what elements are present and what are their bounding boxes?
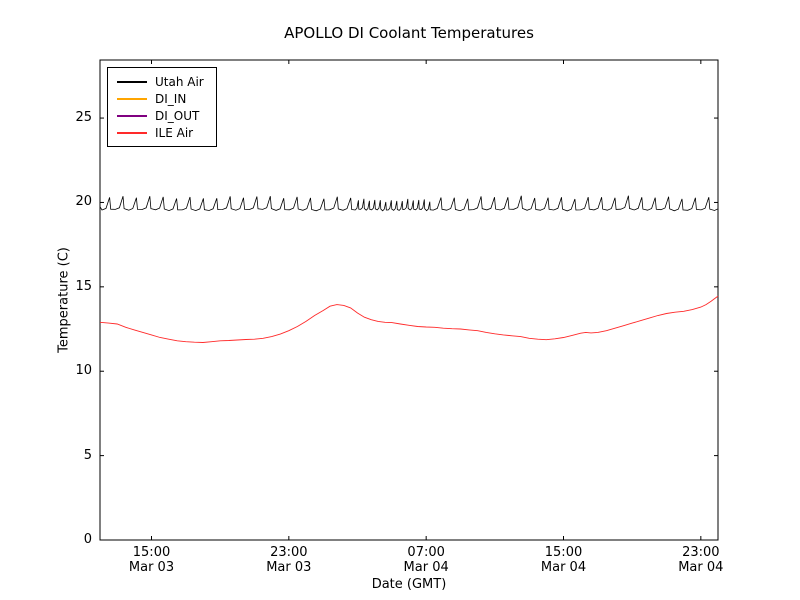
legend-row: DI_IN xyxy=(117,90,204,107)
chart-title: APOLLO DI Coolant Temperatures xyxy=(284,24,534,42)
y-tick-label: 0 xyxy=(83,532,92,547)
legend-label: DI_IN xyxy=(155,91,187,106)
axes-frame xyxy=(99,59,719,541)
series-line-ile-air xyxy=(99,295,719,343)
legend-label: Utah Air xyxy=(155,74,204,89)
x-axis-label: Date (GMT) xyxy=(371,577,447,592)
x-tick-time: 15:00 xyxy=(132,545,171,560)
x-tick-label: 15:00 Mar 03 xyxy=(102,545,202,575)
x-tick-date: Mar 04 xyxy=(403,560,449,575)
y-tick-label: 5 xyxy=(83,447,92,463)
x-tick-label: 07:00 Mar 04 xyxy=(376,545,476,575)
x-tick-date: Mar 03 xyxy=(266,560,312,575)
legend-label: DI_OUT xyxy=(155,108,200,123)
series-line-utah-air xyxy=(99,195,719,212)
y-tick-label: 15 xyxy=(75,278,92,294)
legend-line-sample xyxy=(117,131,147,134)
legend-row: Utah Air xyxy=(117,73,204,90)
x-tick-date: Mar 03 xyxy=(128,560,175,575)
legend-row: ILE Air xyxy=(117,124,204,141)
x-tick-label: 23:00 Mar 03 xyxy=(239,545,339,575)
y-tick-label: 10 xyxy=(75,363,92,379)
x-tick-date: Mar 04 xyxy=(540,560,587,575)
x-tick-time: 07:00 xyxy=(407,545,445,560)
x-tick-label: 15:00 Mar 04 xyxy=(514,545,614,575)
x-tick-date: Mar 04 xyxy=(678,560,724,575)
x-tick-label: 23:00 Mar 04 xyxy=(651,545,751,575)
x-tick-time: 23:00 xyxy=(270,545,308,560)
y-tick-label: 25 xyxy=(75,110,92,126)
legend-line-sample xyxy=(117,114,147,117)
x-tick-time: 23:00 xyxy=(682,545,720,560)
legend-line-sample xyxy=(117,97,147,100)
legend-line-sample xyxy=(117,80,147,83)
y-tick-label: 20 xyxy=(75,194,92,210)
legend-row: DI_OUT xyxy=(117,107,204,124)
legend: Utah Air DI_IN DI_OUT ILE Air xyxy=(107,67,217,147)
x-tick-time: 15:00 xyxy=(544,545,583,560)
legend-label: ILE Air xyxy=(155,125,194,140)
